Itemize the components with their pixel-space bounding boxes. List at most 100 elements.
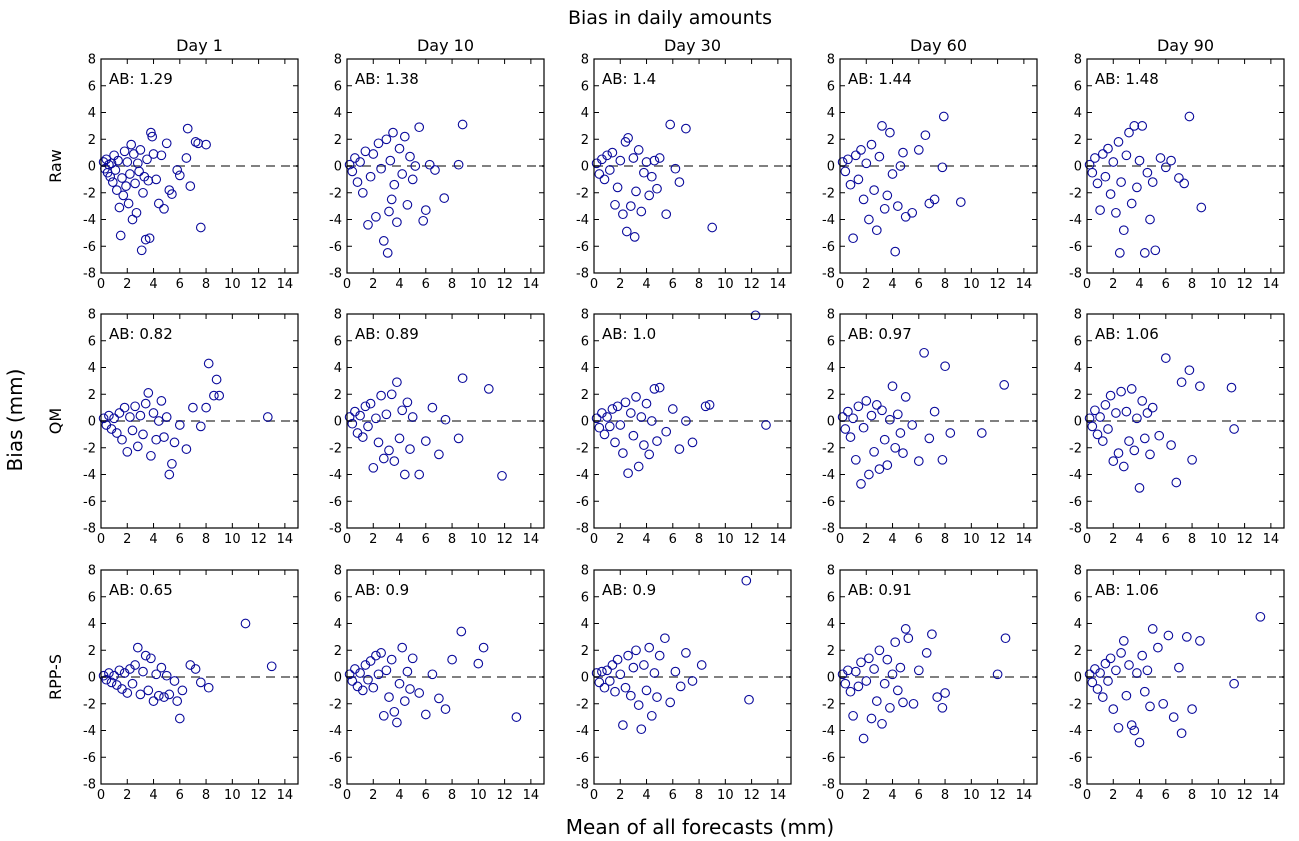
data-point [976, 428, 987, 438]
y-tick-label: -6 [329, 751, 342, 766]
x-tick-label: 12 [250, 532, 267, 547]
data-point [427, 669, 438, 680]
y-tick-label: 6 [581, 334, 589, 349]
data-point [1184, 111, 1195, 122]
y-tick-label: 0 [581, 160, 589, 175]
data-point [389, 456, 400, 466]
y-tick-label: 0 [334, 671, 342, 686]
x-tick-label: 0 [590, 277, 598, 292]
data-point [932, 692, 943, 702]
data-point [871, 696, 882, 706]
data-point [900, 392, 911, 402]
y-tick-label: 8 [827, 308, 835, 323]
data-point [869, 446, 879, 457]
ab-annotation: AB: 1.06 [1095, 325, 1159, 343]
ab-annotation: AB: 1.48 [1095, 70, 1159, 88]
x-tick-label: 14 [1016, 532, 1033, 547]
data-point [143, 388, 154, 398]
x-tick-label: 6 [1162, 532, 1170, 547]
data-point [892, 685, 903, 696]
data-point [1095, 205, 1105, 215]
ab-annotation: AB: 0.91 [848, 581, 912, 599]
data-point [378, 710, 389, 721]
data-point [174, 170, 185, 181]
data-point [113, 155, 123, 166]
y-tick-label: 8 [334, 564, 342, 579]
data-point [142, 154, 152, 165]
data-point [908, 698, 919, 709]
y-tick-label: -4 [329, 724, 342, 739]
data-point [101, 674, 112, 685]
x-tick-label: 12 [496, 788, 513, 803]
data-point [144, 233, 155, 244]
y-tick-label: 2 [334, 388, 342, 403]
y-tick-label: -8 [329, 522, 342, 537]
y-tick-label: 4 [581, 617, 589, 632]
y-tick-label: 4 [88, 617, 96, 632]
data-point [687, 437, 698, 448]
data-point [687, 676, 698, 686]
data-point [174, 420, 185, 430]
y-tick-label: 8 [581, 53, 589, 68]
data-point [1116, 386, 1126, 397]
data-point [882, 460, 893, 470]
data-point [440, 414, 451, 425]
x-tick-label: 10 [470, 277, 487, 292]
data-point [612, 654, 623, 665]
data-point [665, 119, 676, 130]
data-point [879, 434, 890, 445]
data-point [143, 175, 154, 186]
data-point [373, 437, 384, 448]
x-tick-label: 2 [616, 532, 624, 547]
y-tick-label: 8 [827, 53, 835, 68]
data-point [938, 111, 949, 122]
data-point [131, 207, 142, 218]
data-point [1124, 127, 1134, 138]
data-point [114, 202, 125, 213]
data-point [890, 637, 901, 648]
data-point [879, 203, 890, 214]
data-point [1142, 665, 1153, 676]
data-point [148, 149, 159, 159]
data-point [599, 429, 610, 440]
x-tick-label: 12 [1236, 788, 1253, 803]
ab-annotation: AB: 1.44 [848, 70, 912, 88]
data-point [858, 422, 869, 433]
data-point [156, 396, 167, 406]
y-tick-label: -6 [1069, 751, 1082, 766]
data-point [195, 421, 206, 432]
data-point [1255, 611, 1266, 622]
data-point [214, 390, 225, 401]
data-point [181, 153, 192, 163]
data-point [877, 718, 887, 729]
y-tick-label: -4 [576, 724, 589, 739]
y-tick-label: 4 [334, 617, 342, 632]
y-tick-label: 6 [88, 334, 96, 349]
y-tick-label: -8 [83, 778, 96, 793]
y-tick-label: 0 [827, 415, 835, 430]
data-point [169, 676, 180, 686]
data-point [1129, 445, 1140, 456]
data-point [877, 121, 887, 131]
y-tick-label: 2 [334, 133, 342, 148]
y-tick-label: 2 [581, 133, 589, 148]
y-tick-label: 0 [1074, 671, 1082, 686]
data-point [654, 382, 665, 393]
x-tick-label: 12 [743, 788, 760, 803]
data-point [156, 150, 167, 161]
data-point [882, 654, 893, 665]
x-tick-label: 12 [250, 277, 267, 292]
data-point [874, 151, 885, 162]
data-point [344, 669, 355, 680]
y-tick-label: -2 [1069, 441, 1082, 456]
data-point [660, 633, 670, 644]
data-point [1103, 676, 1113, 686]
y-tick-label: -6 [822, 240, 835, 255]
x-tick-label: 14 [770, 277, 787, 292]
data-point [937, 702, 948, 713]
data-point [594, 169, 605, 179]
data-point [652, 436, 662, 446]
y-tick-label: 2 [581, 644, 589, 659]
data-point [850, 666, 861, 677]
scatter-panel: 0 2 4 6 8 10 12 14 -8 -6 -4 -2 0 2 4 6 8 AB: 0.65 RPP-S [46, 564, 299, 803]
